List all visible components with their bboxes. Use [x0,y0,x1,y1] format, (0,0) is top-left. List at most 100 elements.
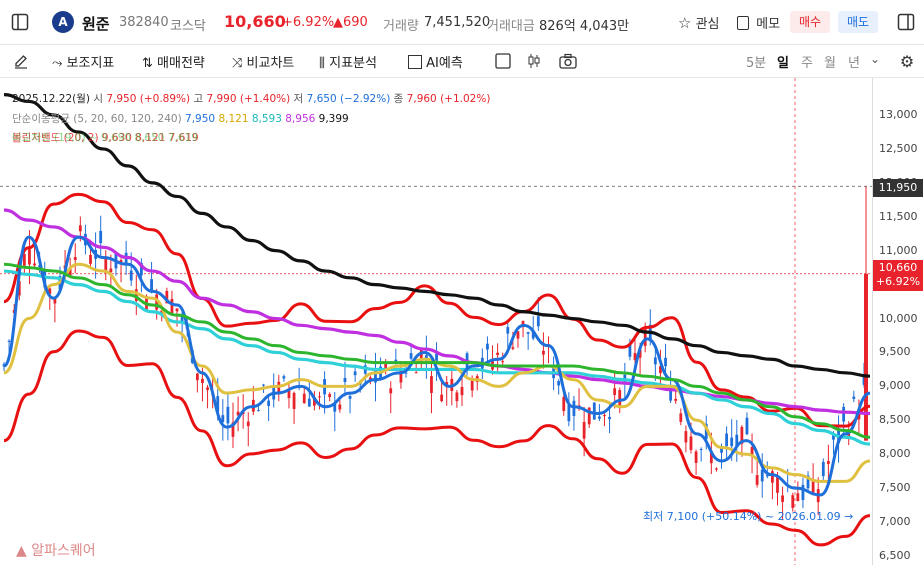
candle-body [343,377,347,383]
candle-body [404,372,408,374]
sell-button[interactable]: 매도 [838,11,878,33]
square-icon[interactable] [494,52,512,70]
camera-icon[interactable] [558,52,578,70]
candle-body [104,256,108,273]
price-axis-tick: 6,500 [879,549,911,562]
candle-body [832,433,835,440]
candlestick-icon[interactable] [525,52,543,70]
watch-button[interactable]: ☆ 관심 [678,13,720,32]
timeframe-month[interactable]: 월 [824,56,836,71]
bollinger-label: 볼린저밴드 (20, 2) 9,630 8,121 7,619 [12,132,199,144]
ohlc-legend: 2025.12.22(월) 시 7,950 (+0.89%) 고 7,990 (… [12,91,490,106]
bollinger-legend: 볼린저밴드 (20, 2) 9,630 8,121 7,619 [12,130,199,145]
updown-arrows-icon: ⇅ [142,56,153,71]
open-value: 7,950 (+0.89%) [106,93,191,105]
candle-body [236,411,240,416]
volume-label: 거래량 [383,19,419,34]
gear-icon[interactable]: ⚙ [899,51,915,71]
candle-body [313,398,316,406]
candle-body [781,495,784,502]
ma120-value: 8,956 [285,113,316,125]
volume-value: 7,451,520 [424,15,491,30]
price-axis-tick: 9,000 [879,379,911,393]
candle-body [470,378,474,391]
candle-body [603,415,606,417]
watch-label: 관심 [695,17,720,32]
price-axis[interactable] [872,78,924,565]
candle-body [430,376,433,393]
stock-name: 원준 [82,15,110,33]
trade-strategy-button[interactable]: ⇅ 매매전략 [142,52,205,71]
candle-body [328,394,332,398]
candle-body [486,343,489,350]
ma5-value: 7,950 [185,113,216,125]
timeframe-year[interactable]: 년 [848,56,860,71]
buy-button[interactable]: 매수 [790,11,830,33]
candle-body [155,294,159,310]
ma-label: 단순이동평균 (5, 20, 60, 120, 240) [12,113,182,125]
panel-toggle-icon[interactable] [896,12,916,32]
candle-body [542,350,545,355]
candle-body [699,448,703,450]
timeframe-week[interactable]: 주 [801,56,813,71]
amount-label: 거래대금 [487,19,535,34]
candle-body [53,298,57,304]
pencil-icon[interactable] [12,52,30,70]
candle-body [516,331,520,339]
chart-toolbar: ⤳ 보조지표 ⇅ 매매전략 ⤨ 비교차트 ⫼ 지표분석 AI예측 5분 일 주 … [0,45,924,78]
price-axis-tick: 7,000 [879,515,911,529]
memo-label: 메모 [756,17,781,32]
candle-body [806,475,810,489]
candle-body [587,407,591,425]
candle-body [374,368,377,383]
candle-body [22,253,26,266]
candle-body [709,451,713,464]
timeframe-day[interactable]: 일 [777,56,789,71]
candle-body [287,389,291,399]
candle-body [760,469,764,482]
ohlc-date: 2025.12.22(월) [12,93,90,105]
amount-value: 826억 4,043만 [539,19,630,34]
candle-body [307,398,311,407]
current-price-marker: 10,660 +6.92% [873,260,923,291]
candle-body [318,396,321,398]
chart-plot[interactable] [0,78,872,565]
ma5-line [2,235,871,497]
indicator-analysis-button[interactable]: ⫼ 지표분석 [319,52,377,71]
high-label: 고 [193,93,204,105]
candle-body [292,392,296,409]
aux-indicator-button[interactable]: ⤳ 보조지표 [52,52,114,71]
candle-body [17,281,21,296]
candle-body [262,384,265,386]
candle-body [139,262,143,276]
compare-chart-button[interactable]: ⤨ 비교차트 [232,52,294,71]
candle-body [348,395,352,399]
bollinger-lower-line [3,329,871,547]
price-axis-tick: 13,000 [879,108,918,121]
candle-body [257,410,260,412]
indicator-icon: ⤳ [52,56,63,71]
candle-body [28,249,31,265]
candle-body [150,279,153,291]
ai-forecast-button[interactable]: AI예측 [408,52,463,71]
star-icon: ☆ [678,14,692,32]
memo-button[interactable]: 메모 [737,13,780,32]
candle-body [506,327,510,334]
candle-body [664,357,667,367]
candle-body [704,423,708,440]
candle-body [582,422,586,439]
stock-logo: A [52,11,74,33]
chevron-down-icon[interactable]: ⌄ [870,52,881,66]
candle-body [7,340,11,342]
candle-body [628,343,632,357]
timeframe-5min[interactable]: 5분 [746,56,767,71]
candle-body [826,461,830,464]
sidebar-toggle-icon[interactable] [10,12,30,32]
high-value: 7,990 (+1.40%) [206,93,291,105]
candle-body [740,427,744,444]
candle-body [496,352,500,356]
bollinger-mid-line [3,262,871,439]
chip-icon [408,55,422,69]
candle-body [511,347,515,349]
price-chart[interactable] [0,78,924,565]
